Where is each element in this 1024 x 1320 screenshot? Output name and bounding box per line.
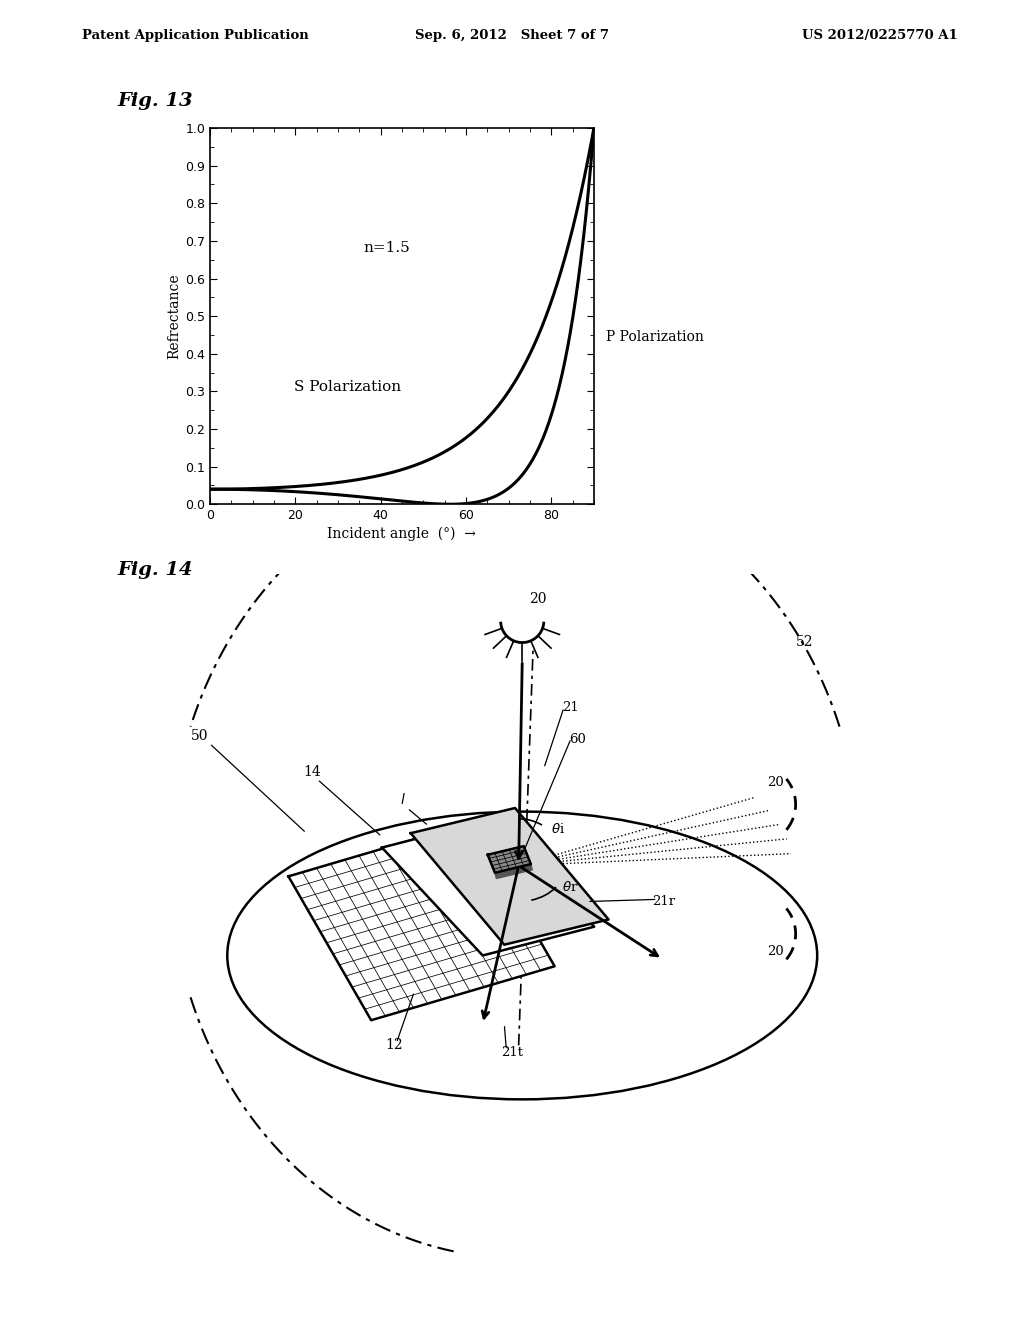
Text: US 2012/0225770 A1: US 2012/0225770 A1 [802, 29, 957, 42]
Text: 12: 12 [386, 1038, 403, 1052]
Text: P Polarization: P Polarization [606, 330, 705, 343]
Polygon shape [487, 846, 530, 873]
Text: Fig. 14: Fig. 14 [118, 561, 194, 579]
Polygon shape [289, 822, 555, 1020]
Text: Sep. 6, 2012   Sheet 7 of 7: Sep. 6, 2012 Sheet 7 of 7 [415, 29, 609, 42]
Text: 52: 52 [796, 635, 813, 649]
Text: n=1.5: n=1.5 [364, 242, 411, 255]
Text: $\theta$i: $\theta$i [551, 822, 565, 836]
Text: Fig. 13: Fig. 13 [118, 92, 194, 111]
Text: $\theta$r: $\theta$r [562, 879, 579, 894]
Text: 21: 21 [562, 701, 579, 714]
Text: 21t: 21t [501, 1047, 522, 1059]
Polygon shape [382, 818, 594, 956]
Text: 14: 14 [303, 764, 321, 779]
Text: S Polarization: S Polarization [295, 380, 401, 395]
Text: 20: 20 [529, 591, 547, 606]
Text: 20: 20 [767, 776, 783, 789]
Text: 50: 50 [191, 729, 209, 743]
X-axis label: Incident angle  (°)  →: Incident angle (°) → [328, 527, 476, 541]
Y-axis label: Refrectance: Refrectance [167, 273, 181, 359]
Text: 60: 60 [569, 733, 586, 746]
Text: 20: 20 [767, 945, 783, 958]
Polygon shape [411, 808, 608, 945]
Text: $\it{l}$: $\it{l}$ [400, 792, 406, 808]
Polygon shape [495, 865, 532, 879]
Text: Patent Application Publication: Patent Application Publication [82, 29, 308, 42]
Text: 21r: 21r [651, 895, 675, 908]
